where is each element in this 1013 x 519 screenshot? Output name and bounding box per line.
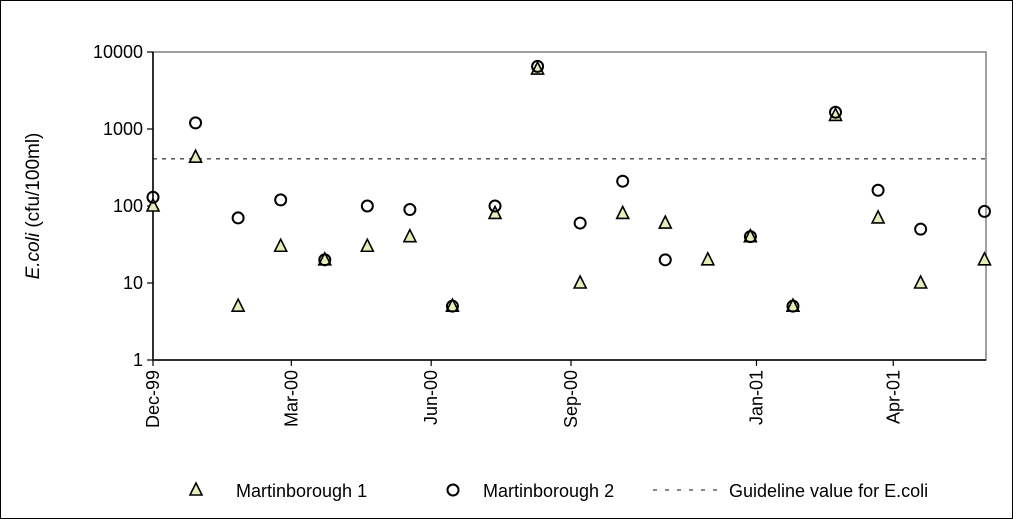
- x-tick-label: Jun-00: [421, 370, 441, 425]
- triangle-point: [572, 274, 588, 289]
- triangle-point: [145, 197, 161, 212]
- triangle-point: [273, 237, 288, 253]
- legend-label: Martinborough 1: [236, 481, 367, 501]
- circle-point: [658, 253, 672, 267]
- circle-point: [231, 211, 245, 225]
- circle-point: [403, 203, 417, 217]
- circle-point: [914, 222, 928, 236]
- legend-triangle-icon: [188, 481, 204, 496]
- triangle-point: [402, 227, 418, 243]
- legend-label: Guideline value for E.coli: [729, 481, 928, 501]
- y-axis-label: E.coli (cfu/100ml): [23, 133, 44, 280]
- circle-point: [616, 174, 630, 188]
- circle-point: [360, 199, 374, 213]
- triangle-point: [615, 204, 630, 220]
- x-tick-label: Apr-01: [883, 370, 903, 424]
- triangle-point: [360, 237, 375, 253]
- circle-point: [829, 105, 843, 119]
- triangle-point: [977, 251, 992, 266]
- y-tick-label: 1: [133, 350, 143, 370]
- legend-circle-icon: [446, 483, 460, 497]
- circle-point: [146, 190, 160, 204]
- circle-point: [318, 253, 332, 267]
- circle-point: [871, 183, 885, 197]
- y-tick-label: 10: [123, 273, 143, 293]
- circle-point: [274, 193, 288, 207]
- triangle-point: [700, 251, 716, 266]
- circle-point: [488, 199, 502, 213]
- legend-label: Martinborough 2: [483, 481, 614, 501]
- series-2: [146, 59, 991, 313]
- circle-point: [531, 59, 545, 73]
- circle-point: [786, 299, 800, 313]
- triangle-point: [913, 274, 928, 289]
- circle-point: [573, 216, 587, 230]
- triangle-point: [188, 148, 203, 164]
- x-tick-label: Mar-00: [281, 370, 301, 427]
- y-tick-label: 10000: [93, 42, 143, 62]
- triangle-point: [230, 297, 246, 312]
- legend: Martinborough 1 Martinborough 2 Guideline …: [188, 481, 928, 501]
- plot-area: [152, 51, 987, 361]
- circle-point: [189, 116, 203, 130]
- triangle-point: [870, 209, 886, 224]
- circle-point: [445, 299, 459, 313]
- y-tick-label: 1000: [103, 119, 143, 139]
- triangle-point: [657, 214, 673, 229]
- circle-point: [743, 230, 757, 244]
- circle-point: [977, 204, 991, 218]
- x-tick-label: Dec-99: [143, 370, 163, 428]
- y-tick-label: 100: [113, 196, 143, 216]
- x-tick-label: Sep-00: [561, 370, 581, 428]
- x-tick-label: Jan-01: [746, 370, 766, 425]
